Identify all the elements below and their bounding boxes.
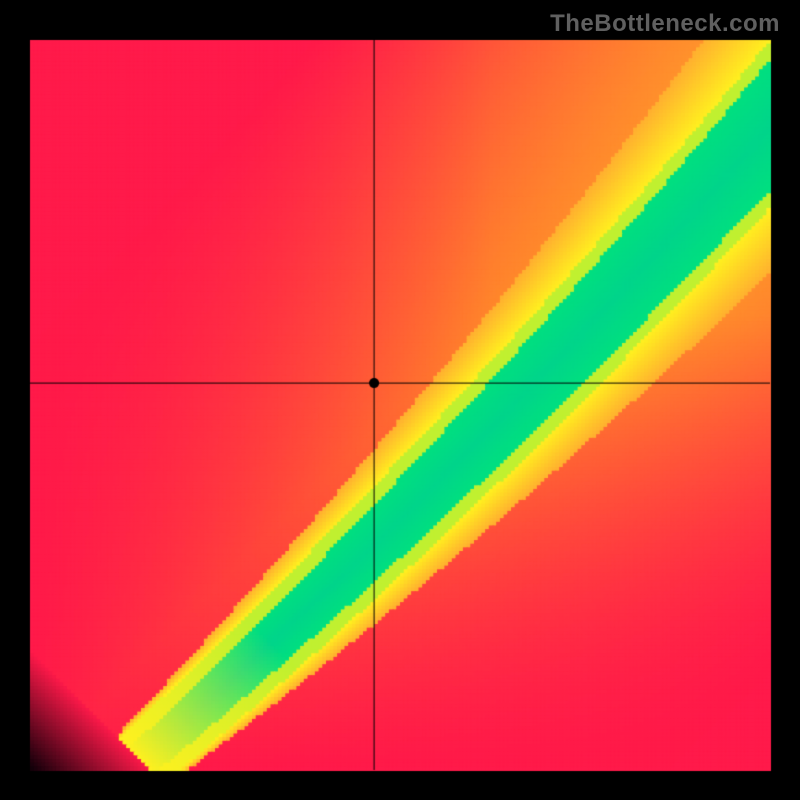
watermark-text: TheBottleneck.com xyxy=(550,10,780,38)
chart-container: { "canvas": { "width": 800, "height": 80… xyxy=(0,0,800,800)
bottleneck-heatmap xyxy=(0,0,800,800)
